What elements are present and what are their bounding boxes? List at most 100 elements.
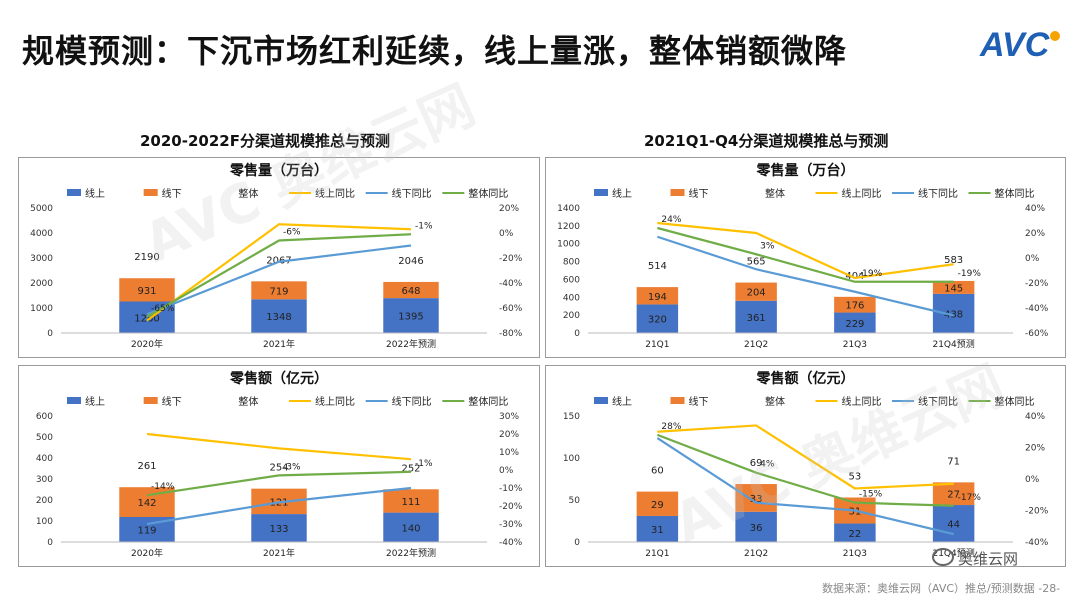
y-tick-label: 800 [563,258,580,268]
total-yoy-label: -19% [859,269,883,279]
bar-online-label: 36 [750,523,763,534]
legend-label: 线上 [612,395,632,408]
bar-online-label: 119 [137,526,156,537]
x-tick-label: 21Q1 [645,340,669,350]
legend-swatch [67,189,81,196]
line-online-yoy [146,432,412,461]
legend-label: 线上 [85,187,105,200]
y-tick-label: 5000 [30,204,53,214]
line-total-yoy [657,226,954,283]
line-online-yoy [146,223,412,322]
y2-tick-label: 0% [1025,254,1040,264]
page-title: 规模预测：下沉市场红利延续，线上量涨，整体销额微降 [22,32,848,70]
bar-total-label: 53 [849,471,862,482]
y-tick-label: 600 [36,412,53,422]
y2-tick-label: 20% [1025,229,1045,239]
x-tick-label: 21Q4预测 [932,339,974,350]
legend-swatch [594,189,608,196]
bar-offline-label: 29 [651,500,664,511]
bar-online-label: 320 [648,315,667,326]
total-yoy-label: -17% [958,493,982,503]
y-tick-label: 1000 [30,304,53,314]
bar-offline-label: 111 [401,497,420,508]
y-tick-label: 0 [574,538,580,548]
chart-panel-value-yearly: 零售额（亿元） 线上 线下 整体 线上同比 线下同比 整体同比 0 100 200 300 400 50… [18,365,540,567]
y2-tick-label: -60% [1025,329,1049,339]
bar-online-label: 140 [401,523,420,534]
legend-label: 线下 [689,187,709,200]
legend-label: 整体同比 [995,395,1035,408]
bar-offline-label: 931 [137,286,156,297]
bar-online-label: 31 [651,525,664,536]
legend-label: 整体同比 [468,395,508,408]
y2-tick-label: -20% [499,254,523,264]
chart-value-quarterly: 零售额（亿元） 线上 线下 整体 线上同比 线下同比 整体同比 0 50 100 150 -40% -2… [563,370,1049,559]
chart-title: 零售量（万台） [229,162,328,179]
bar-total-label: 254 [269,463,288,474]
total-yoy-label: 4% [760,460,775,470]
legend-label: 整体 [765,187,785,200]
legend-label: 线下同比 [918,395,958,408]
total-yoy-label: 3% [760,241,775,251]
y2-tick-label: -40% [1025,538,1049,548]
legend-label: 线下 [162,395,182,408]
chart-volume-quarterly: 零售量（万台） 线上 线下 整体 线上同比 线下同比 整体同比 0 200 400 600 800 10… [557,162,1049,350]
bar-offline [251,281,307,300]
bar-total-label: 2046 [398,256,423,267]
total-yoy-label: -3% [283,462,301,472]
chart-panel-volume-quarterly: 零售量（万台） 线上 线下 整体 线上同比 线下同比 整体同比 0 200 400 600 800 10… [545,157,1066,358]
y-tick-label: 150 [563,412,580,422]
total-yoy-label: -1% [415,221,433,231]
legend-label: 线上同比 [842,187,882,200]
avc-logo: AVC [979,26,1060,64]
bar-online-label: 1395 [398,312,423,323]
bar-offline-label: 648 [401,286,420,297]
y2-tick-label: -10% [499,484,523,494]
bar-offline [834,296,876,313]
y-tick-label: 200 [36,496,53,506]
chart-title: 零售量（万台） [756,162,855,179]
total-yoy-label: -65% [151,304,175,314]
bar-total-label: 252 [401,463,420,474]
bar-online [834,523,876,542]
chart-panel-volume-yearly: 零售量（万台） 线上 线下 整体 线上同比 线下同比 整体同比 0 1000 2000 3000 40… [18,157,540,358]
y-tick-label: 400 [563,293,580,303]
y2-tick-label: -20% [1025,507,1049,517]
legend-label: 线上同比 [842,395,882,408]
bar-online-label: 1260 [134,313,159,324]
line-offline-yoy [146,486,412,526]
bar-offline-label: 145 [944,283,963,294]
bar-online-label: 229 [845,319,864,330]
y-tick-label: 500 [36,433,53,443]
y-tick-label: 100 [563,454,580,464]
y2-tick-label: 0% [499,229,514,239]
chart-title: 零售额（亿元） [229,370,328,387]
bar-offline [735,484,777,512]
bar-offline [383,281,439,299]
x-tick-label: 21Q3 [843,549,867,559]
y-tick-label: 0 [47,538,53,548]
chart-title: 零售额（亿元） [756,370,855,387]
total-yoy-label: -1% [415,459,433,469]
legend-label: 线上 [85,395,105,408]
bar-offline-label: 142 [137,498,156,509]
bar-online [383,512,439,542]
bar-total-label: 2190 [134,252,159,263]
bar-online [735,300,777,333]
bar-online [932,293,975,333]
bar-total-label: 514 [648,261,667,272]
x-tick-label: 2022年预测 [386,547,436,559]
bar-online [834,312,876,333]
wechat-label: 奥维云网 [958,550,1019,568]
bar-offline [735,282,777,301]
y-tick-label: 1200 [557,222,580,232]
bar-online [636,515,679,542]
right-chart-heading: 2021Q1-Q4分渠道规模推总与预测 [644,132,889,150]
legend-swatch [670,397,685,404]
y-tick-label: 2000 [30,279,53,289]
y2-tick-label: -40% [499,538,523,548]
logo-dot-icon [1050,31,1060,41]
bar-total-label: 261 [137,461,156,472]
x-tick-label: 2021年 [263,338,295,350]
bar-online [932,505,975,542]
